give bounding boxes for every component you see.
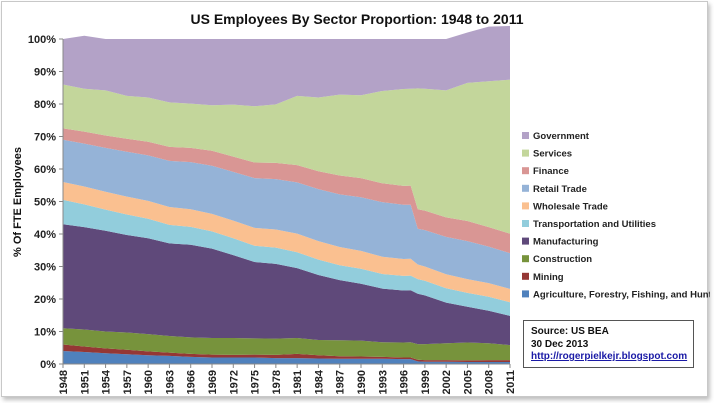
legend-label: Wholesale Trade — [533, 201, 608, 212]
area-series-8 — [63, 79, 510, 234]
legend-swatch — [522, 149, 529, 157]
y-tick-label: 70% — [34, 132, 56, 144]
legend-swatch — [522, 132, 529, 139]
x-tick-label: 1990 — [356, 370, 368, 394]
source-box: Source: US BEA 30 Dec 2013 http://rogerp… — [523, 320, 694, 368]
legend-label: Retail Trade — [533, 184, 587, 195]
x-tick-label: 2002 — [441, 370, 453, 394]
x-tick-label: 1957 — [122, 370, 134, 394]
area-series-0 — [63, 351, 510, 364]
y-tick-label: 50% — [34, 197, 56, 209]
x-tick-label: 1984 — [313, 369, 325, 394]
area-layers — [63, 26, 510, 364]
x-tick-label: 1969 — [207, 370, 219, 394]
area-series-6 — [63, 139, 510, 289]
x-tick-label: 1966 — [186, 370, 198, 394]
y-tick-labels: 0% 10% 20% 30% 40% 50% 60% 70% 80% 90% 100% — [28, 34, 56, 371]
chart-frame: US Employees By Sector Proportion: 1948 … — [1, 1, 710, 397]
legend-swatch — [522, 237, 529, 245]
x-tick-labels: 1948 1951 1954 1957 1960 1963 1966 1969 1972 1975… — [58, 369, 517, 394]
legend-label: Manufacturing — [533, 237, 599, 248]
x-tick-label: 2005 — [462, 370, 474, 394]
legend-swatch — [522, 290, 529, 298]
y-tick-label: 80% — [34, 99, 56, 111]
legend-label: Services — [533, 149, 572, 160]
x-tick-label: 1954 — [101, 369, 113, 394]
legend-swatch — [522, 272, 529, 280]
x-tick-label: 1999 — [420, 370, 432, 394]
x-tick-label: 1996 — [399, 370, 411, 394]
legend: Government Services Finance Retail Trade Who… — [522, 131, 710, 300]
area-series-9 — [63, 26, 510, 107]
y-tick-label: 40% — [34, 229, 56, 241]
x-tick-label: 1963 — [164, 370, 176, 394]
x-tick-label: 1987 — [335, 370, 347, 394]
area-series-1 — [63, 344, 510, 363]
y-tick-label: 90% — [34, 67, 56, 79]
area-series-2 — [63, 328, 510, 361]
source-date: 30 Dec 2013 — [531, 338, 589, 350]
x-tick-label: 1975 — [250, 370, 262, 394]
legend-swatch — [522, 202, 529, 210]
legend-swatch — [522, 220, 529, 227]
y-tick-label: 20% — [34, 294, 56, 306]
x-tick-label: 1951 — [79, 370, 91, 394]
legend-swatch — [522, 184, 529, 192]
source-link[interactable]: http://rogerpielkejr.blogspot.com — [531, 351, 688, 362]
chart-svg: US Employees By Sector Proportion: 1948 … — [12, 11, 710, 394]
chart-title: US Employees By Sector Proportion: 1948 … — [190, 11, 523, 27]
area-series-3 — [63, 224, 510, 346]
legend-label: Finance — [533, 166, 569, 177]
x-tick-label: 1972 — [228, 370, 240, 394]
legend-swatch — [522, 167, 529, 175]
legend-label: Construction — [533, 254, 592, 265]
legend-label: Transportation and Utilities — [533, 219, 656, 230]
legend-swatch — [522, 255, 529, 263]
y-tick-label: 100% — [28, 34, 56, 46]
area-series-7 — [63, 128, 510, 254]
x-tick-label: 1981 — [292, 370, 304, 394]
axes — [59, 38, 511, 368]
legend-label: Government — [533, 131, 590, 142]
x-tick-label: 1948 — [58, 370, 70, 394]
x-tick-label: 1960 — [143, 370, 155, 394]
x-tick-label: 1978 — [271, 370, 283, 394]
x-tick-label: 1993 — [377, 370, 389, 394]
x-tick-label: 2011 — [505, 370, 517, 394]
y-tick-label: 10% — [34, 327, 56, 339]
y-tick-label: 0% — [40, 359, 56, 371]
legend-label: Mining — [533, 272, 564, 283]
y-axis-label: % Of FTE Employees — [12, 147, 24, 257]
y-tick-label: 60% — [34, 164, 56, 176]
area-series-4 — [63, 199, 510, 316]
area-series-5 — [63, 182, 510, 303]
y-tick-label: 30% — [34, 262, 56, 274]
x-tick-label: 2008 — [484, 370, 496, 394]
legend-label: Agriculture, Forestry, Fishing, and Hunt… — [533, 289, 710, 300]
source-line: Source: US BEA — [531, 326, 609, 337]
